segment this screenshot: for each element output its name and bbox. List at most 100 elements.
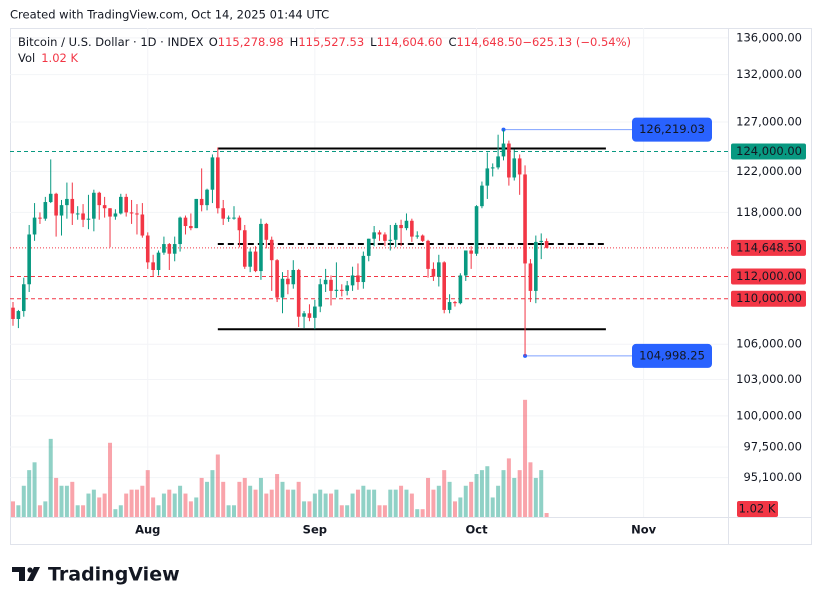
candle-body <box>437 262 441 277</box>
volume-bar <box>361 485 366 517</box>
candle-body <box>393 224 398 240</box>
candle-body <box>205 189 209 206</box>
candle-body <box>496 156 500 168</box>
legend-key: C <box>448 35 456 49</box>
candle-body <box>248 251 252 267</box>
candle-body <box>469 250 473 254</box>
volume-bar <box>91 489 96 517</box>
volume-bar <box>339 505 344 517</box>
candle-body <box>313 306 317 318</box>
x-tick-label: Oct <box>465 523 488 537</box>
logo-dot <box>27 567 33 573</box>
candle-body <box>194 198 199 229</box>
candle-body <box>199 198 204 206</box>
plot: 136,000.00 132,000.00 127,000.00 122,000.00… <box>10 28 806 537</box>
volume-bar <box>140 485 145 517</box>
candle-body <box>102 205 107 209</box>
candle-body <box>81 213 85 220</box>
candle-body <box>275 260 279 298</box>
volume-bar <box>151 497 156 517</box>
volume-bar <box>431 489 436 517</box>
volume-bar <box>248 485 253 517</box>
candle-body <box>269 239 274 261</box>
volume-bar <box>226 505 231 517</box>
volume-bar <box>329 493 334 517</box>
candle-body <box>32 217 37 235</box>
volume-bar <box>399 485 404 517</box>
volume-bar <box>302 501 307 517</box>
candle-body <box>226 217 231 219</box>
candle-body <box>167 244 172 254</box>
candle-body <box>388 239 393 241</box>
candle-body <box>501 143 506 157</box>
volume-bar <box>269 489 274 517</box>
volume-bar <box>156 505 161 517</box>
volume-bar <box>16 505 21 517</box>
candle-body <box>189 226 193 229</box>
volume-bar <box>447 481 452 517</box>
candle-body <box>480 185 484 207</box>
candle-body <box>216 157 220 209</box>
candle-body <box>97 192 102 206</box>
volume-badge <box>737 501 778 517</box>
volume-bar <box>318 489 323 517</box>
legend-value: 114,604.60 <box>377 35 443 49</box>
volume-bar <box>388 489 393 517</box>
candle-body <box>345 285 349 291</box>
brand-logo: TradingView <box>12 564 180 586</box>
volume-bar <box>258 477 263 517</box>
candle-body <box>21 284 26 312</box>
volume-bar <box>334 489 339 517</box>
candle-body <box>544 241 549 248</box>
candle-body <box>307 313 312 318</box>
candle-body <box>366 238 371 256</box>
y-tick-label: 127,000.00 <box>736 115 802 129</box>
candle-body <box>458 275 463 304</box>
legend-value: 114,648.50 <box>456 35 522 49</box>
candle-body <box>463 250 468 276</box>
candle-body <box>178 217 182 245</box>
price-badge <box>731 268 806 285</box>
candle-body <box>70 198 75 214</box>
candle-body <box>356 275 360 283</box>
candle-body <box>242 230 247 267</box>
candle-body <box>517 158 522 175</box>
candle-body <box>291 269 296 285</box>
volume-bar <box>21 485 26 517</box>
y-tick-label: 97,500.00 <box>743 439 802 453</box>
volume-bar <box>145 470 150 517</box>
volume-bar <box>32 462 37 517</box>
volume-bar <box>178 485 183 517</box>
candle-body <box>280 278 285 298</box>
y-tick-label: 118,000.00 <box>736 205 802 219</box>
candle-body <box>318 284 323 307</box>
caption: Created with TradingView.com, Oct 14, 20… <box>10 8 329 22</box>
volume-bar <box>291 489 296 517</box>
candle-body <box>92 192 96 219</box>
candle-body <box>490 167 495 169</box>
symbol: Bitcoin / U.S. Dollar · 1D · INDEX <box>18 35 204 49</box>
volume-bar <box>97 497 102 517</box>
price-badge-label: 110,000.00 <box>736 291 802 305</box>
volume-bar <box>463 485 468 517</box>
volume-bar <box>43 501 48 517</box>
volume-bar <box>199 477 204 517</box>
volume-bar <box>231 505 236 517</box>
candle-body <box>523 174 527 264</box>
volume-bar <box>372 489 377 517</box>
y-tick-label: 122,000.00 <box>736 164 802 178</box>
volume-bar <box>172 493 177 517</box>
volume-bar <box>382 505 387 517</box>
volume-bar <box>528 462 533 517</box>
volume-bar <box>512 477 517 517</box>
volume-bar <box>70 481 75 517</box>
candle-body <box>65 198 69 206</box>
volume-bar <box>393 489 398 517</box>
candle-body <box>27 234 31 285</box>
brand: TradingView <box>48 564 180 586</box>
volume-bar <box>81 505 86 517</box>
volume-bar <box>59 485 64 517</box>
range-badge-label: 104,998.25 <box>639 348 705 362</box>
y-tick-label: 106,000.00 <box>736 337 802 351</box>
